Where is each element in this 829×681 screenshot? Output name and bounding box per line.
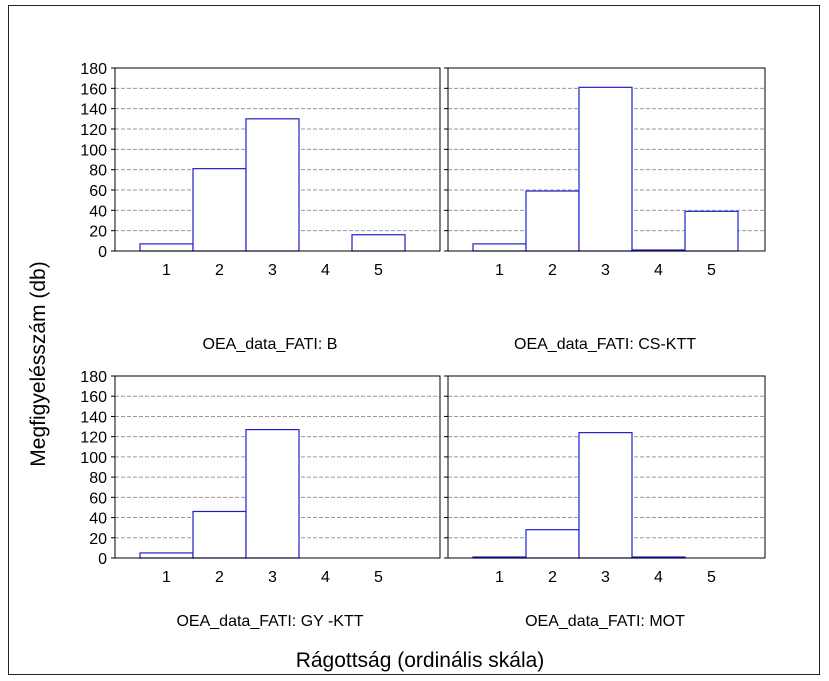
panel-title: OEA_data_FATI: GY -KTT [176,613,363,630]
histogram-bar [578,86,633,252]
y-tick-label: 20 [89,531,107,548]
y-tick-label: 160 [80,389,107,406]
x-tick-label: 1 [495,569,504,586]
x-tick-label: 2 [215,262,224,279]
x-tick-label: 3 [601,262,610,279]
x-axis-label: Rágottság (ordinális skála) [296,649,545,672]
y-tick-label: 20 [89,224,107,241]
panel-title: OEA_data_FATI: CS-KTT [514,336,696,353]
x-tick-label: 2 [548,569,557,586]
y-tick-label: 140 [80,409,107,426]
histogram-bar [525,529,580,559]
y-tick-label: 40 [89,203,107,220]
y-tick-label: 80 [89,470,107,487]
x-tick-label: 1 [495,262,504,279]
x-tick-label: 1 [162,262,171,279]
y-tick-label: 180 [80,369,107,386]
y-tick-label: 100 [80,142,107,159]
histogram-bar [684,210,739,252]
histogram-bar [245,118,300,252]
x-tick-label: 5 [707,569,716,586]
plot-area-border [447,375,766,559]
y-tick-label: 60 [89,183,107,200]
x-tick-label: 1 [162,569,171,586]
y-axis-label: Megfigyelésszám (db) [27,261,50,466]
y-tick-label: 80 [89,163,107,180]
histogram-bar [525,190,580,252]
x-tick-label: 3 [601,569,610,586]
histogram-bar [192,168,247,252]
y-tick-label: 60 [89,490,107,507]
y-tick-label: 160 [80,81,107,98]
x-tick-label: 3 [268,569,277,586]
y-tick-label: 180 [80,61,107,78]
y-tick-label: 120 [80,122,107,139]
y-tick-label: 140 [80,102,107,119]
histogram-bar [245,428,300,559]
y-tick-label: 120 [80,430,107,447]
histogram-bar [139,552,194,559]
y-tick-label: 40 [89,511,107,528]
x-tick-label: 4 [321,569,330,586]
y-tick-label: 0 [98,244,107,261]
y-tick-label: 0 [98,551,107,568]
histogram-bar [139,243,194,252]
plot-area-border [447,67,766,252]
panel-title: OEA_data_FATI: B [203,336,338,353]
x-tick-label: 4 [654,569,663,586]
histogram-bar [578,432,633,559]
y-tick-label: 100 [80,450,107,467]
x-tick-label: 5 [707,262,716,279]
x-tick-label: 2 [215,569,224,586]
x-tick-label: 4 [654,262,663,279]
x-tick-label: 5 [374,569,383,586]
x-tick-label: 5 [374,262,383,279]
panel-title: OEA_data_FATI: MOT [525,613,685,630]
x-tick-label: 3 [268,262,277,279]
x-tick-label: 2 [548,262,557,279]
figure-frame [8,5,820,675]
histogram-bar [472,243,527,252]
histogram-bar [351,234,406,252]
plot-area-border [114,375,441,559]
plot-area-border [114,67,441,252]
histogram-bar [192,510,247,559]
x-tick-label: 4 [321,262,330,279]
